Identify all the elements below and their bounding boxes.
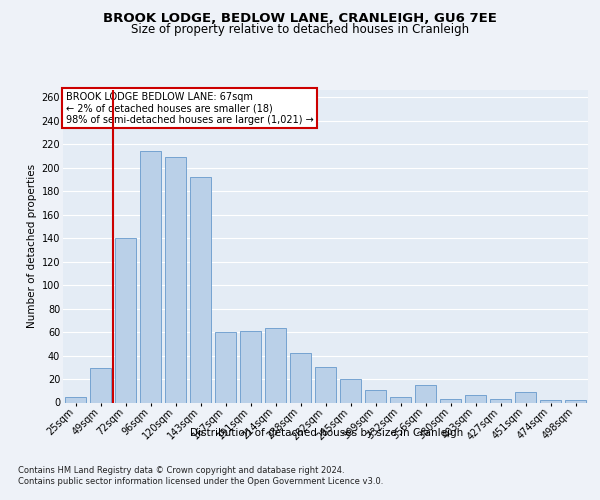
Bar xyxy=(265,328,286,402)
Bar xyxy=(540,400,561,402)
Text: BROOK LODGE BEDLOW LANE: 67sqm
← 2% of detached houses are smaller (18)
98% of s: BROOK LODGE BEDLOW LANE: 67sqm ← 2% of d… xyxy=(65,92,313,125)
Bar xyxy=(290,353,311,403)
Bar xyxy=(340,379,361,402)
Bar xyxy=(65,396,86,402)
Bar xyxy=(315,368,336,402)
Bar xyxy=(115,238,136,402)
Bar xyxy=(415,385,436,402)
Bar xyxy=(190,177,211,402)
Bar xyxy=(465,396,486,402)
Bar xyxy=(515,392,536,402)
Text: Size of property relative to detached houses in Cranleigh: Size of property relative to detached ho… xyxy=(131,23,469,36)
Text: Contains public sector information licensed under the Open Government Licence v3: Contains public sector information licen… xyxy=(18,477,383,486)
Bar xyxy=(390,396,411,402)
Bar xyxy=(440,399,461,402)
Y-axis label: Number of detached properties: Number of detached properties xyxy=(28,164,37,328)
Bar xyxy=(90,368,111,402)
Bar xyxy=(215,332,236,402)
Text: BROOK LODGE, BEDLOW LANE, CRANLEIGH, GU6 7EE: BROOK LODGE, BEDLOW LANE, CRANLEIGH, GU6… xyxy=(103,12,497,26)
Text: Contains HM Land Registry data © Crown copyright and database right 2024.: Contains HM Land Registry data © Crown c… xyxy=(18,466,344,475)
Bar xyxy=(140,151,161,403)
Bar xyxy=(565,400,586,402)
Bar xyxy=(240,331,261,402)
Bar xyxy=(490,399,511,402)
Bar xyxy=(365,390,386,402)
Text: Distribution of detached houses by size in Cranleigh: Distribution of detached houses by size … xyxy=(190,428,464,438)
Bar xyxy=(165,157,186,402)
